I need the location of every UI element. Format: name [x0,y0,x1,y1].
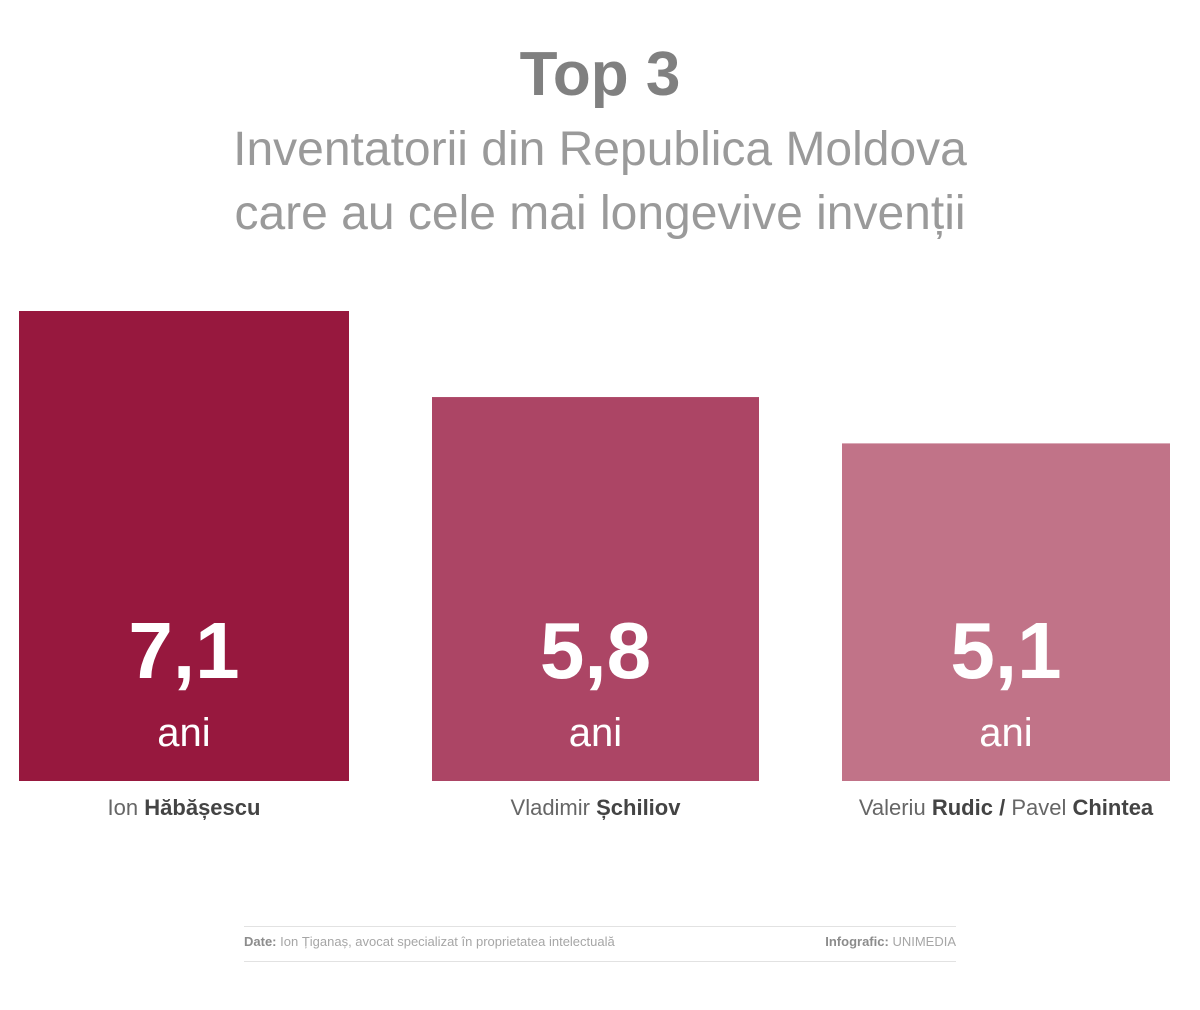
source-note: Date: Ion Țiganaș, avocat specializat în… [244,934,615,949]
category-label-3: Valeriu Rudic / Pavel Chintea [842,795,1170,821]
label-1-first: Ion [107,795,139,820]
bar-unit-label-2: ani [569,711,622,755]
subtitle-line-2: care au cele mai longevive invenții [234,187,966,240]
subtitle-line-1: Inventatorii din Republica Moldova [233,123,967,176]
chart-subtitle: Inventatorii din Republica Moldova care … [0,118,1200,246]
credit-text: UNIMEDIA [892,934,956,949]
bar-3 [842,443,1170,781]
category-label-2: Vladimir Șchiliov [432,795,759,821]
footer-rule-top [244,926,956,927]
bar-2 [432,397,759,781]
label-2-first: Vladimir [510,795,590,820]
bar-value-label-3: 5,1 [950,606,1061,695]
source-label: Date: [244,934,277,949]
bar-value-label-2: 5,8 [540,606,651,695]
label-3-sep: / [999,795,1006,820]
source-text: Ion Țiganaș, avocat specializat în propr… [280,934,615,949]
category-label-1: Ion Hăbășescu [19,795,349,821]
label-3-last2: Chintea [1072,795,1154,820]
credit-label: Infografic: [825,934,889,949]
bar-unit-label-3: ani [979,711,1032,755]
bar-1 [19,311,349,781]
footer-rule-bottom [244,961,956,962]
label-2-last: Șchiliov [596,795,681,820]
bar-value-label-1: 7,1 [128,606,239,695]
label-3-last1: Rudic [931,795,993,820]
label-3-first1: Valeriu [858,795,926,820]
credit-note: Infografic: UNIMEDIA [825,934,956,949]
bar-unit-label-1: ani [157,711,210,755]
label-1-last: Hăbășescu [144,795,261,820]
label-3-first2: Pavel [1011,795,1067,820]
chart-title: Top 3 [519,40,681,109]
